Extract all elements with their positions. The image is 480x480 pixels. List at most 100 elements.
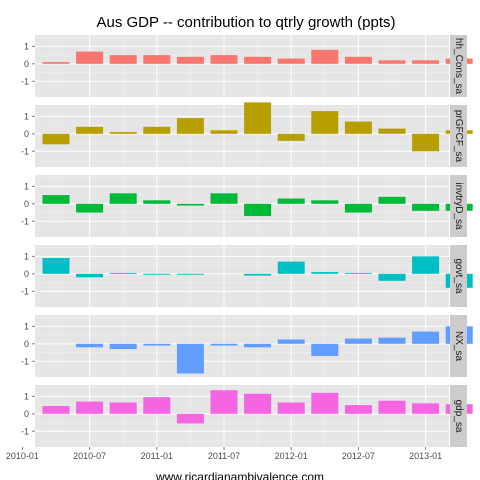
panel-background — [35, 105, 449, 167]
facet-panels: 1 0 -1 hh_Cons_sa 1 0 -1 prGFCF_sa 1 0 -1 invtryD_s… — [21, 35, 473, 447]
bar — [311, 343, 339, 357]
bar — [378, 196, 406, 204]
x-tick-label: 2011-01 — [141, 451, 173, 461]
facet-gdp_sa: 1 0 -1 gdp_sa — [21, 385, 473, 447]
bar — [277, 58, 305, 64]
bar — [244, 203, 272, 217]
facet-strip-label: prGFCF_sa — [453, 110, 464, 163]
bar — [378, 60, 406, 64]
bar — [244, 393, 272, 414]
facet-strip — [450, 175, 467, 237]
bar — [344, 121, 372, 134]
bar — [109, 132, 137, 134]
bar — [42, 258, 70, 274]
bar — [244, 102, 272, 134]
bar — [378, 273, 406, 281]
bar — [143, 343, 171, 346]
y-tick-label: -1 — [21, 146, 29, 156]
y-tick-label: 1 — [24, 111, 29, 121]
x-axis-label: www.ricardianambivalence.com — [155, 470, 324, 480]
y-tick-label: 0 — [24, 59, 29, 69]
panel-background — [35, 35, 449, 97]
bar — [109, 402, 137, 414]
x-tick-label: 2010-01 — [6, 451, 39, 461]
bar — [344, 203, 372, 213]
bar — [42, 195, 70, 204]
bar — [176, 343, 204, 374]
bar — [244, 273, 272, 276]
bar — [344, 405, 372, 414]
bar — [42, 405, 70, 414]
bar — [76, 126, 104, 134]
facet-strip-label: gdp_sa — [453, 400, 464, 433]
y-tick-label: 0 — [24, 129, 29, 139]
x-axis: 2010-01 2010-07 2011-01 2011-07 2012-01 2012-… — [6, 447, 442, 461]
bar — [244, 56, 272, 64]
facet-strip — [450, 315, 467, 377]
bar — [210, 343, 238, 346]
bar — [76, 343, 104, 348]
facet-govt_sa: 1 0 -1 govt_sa — [21, 245, 473, 307]
facet-strip — [450, 245, 467, 307]
bar — [76, 203, 104, 213]
bar — [109, 55, 137, 64]
y-tick-label: 1 — [24, 41, 29, 51]
bar — [210, 390, 238, 414]
bar — [210, 55, 238, 64]
bar — [176, 203, 204, 206]
x-tick-label: 2011-07 — [208, 451, 240, 461]
bar — [244, 343, 272, 348]
bar — [277, 402, 305, 414]
panel-background — [35, 175, 449, 237]
facet-strip-label: NX_sa — [453, 331, 464, 361]
x-tick-label: 2012-01 — [275, 451, 308, 461]
y-tick-label: -1 — [21, 286, 29, 296]
bar — [412, 331, 440, 344]
facet-strip-label: govt_sa — [453, 258, 464, 293]
bar — [277, 261, 305, 274]
facet-strip — [450, 105, 467, 167]
bar — [378, 337, 406, 344]
facet-prGFCF_sa: 1 0 -1 prGFCF_sa — [21, 102, 473, 167]
bar — [143, 126, 171, 134]
facet-strip-label: invtryD_sa — [453, 182, 464, 230]
y-tick-label: 0 — [24, 339, 29, 349]
y-tick-label: -1 — [21, 76, 29, 86]
bar — [143, 397, 171, 414]
bar — [109, 193, 137, 204]
bar — [412, 203, 440, 211]
y-tick-label: 1 — [24, 321, 29, 331]
bar — [76, 51, 104, 64]
facet-strip — [450, 35, 467, 97]
bar — [109, 272, 137, 274]
bar — [277, 198, 305, 204]
bar — [311, 111, 339, 134]
bar — [344, 272, 372, 274]
bar — [210, 130, 238, 134]
bar — [109, 343, 137, 350]
bar — [311, 200, 339, 204]
y-tick-label: 0 — [24, 269, 29, 279]
bar — [378, 128, 406, 134]
bar — [311, 392, 339, 414]
bar — [76, 273, 104, 278]
y-tick-label: -1 — [21, 216, 29, 226]
bar — [344, 56, 372, 64]
facet-hh_Cons_sa: 1 0 -1 hh_Cons_sa — [21, 35, 473, 97]
x-tick-label: 2012-07 — [342, 451, 375, 461]
bar — [176, 413, 204, 424]
bar — [277, 133, 305, 141]
bar — [176, 56, 204, 64]
panel-background — [35, 385, 449, 447]
bar — [143, 55, 171, 64]
bar — [176, 273, 204, 275]
y-tick-label: -1 — [21, 356, 29, 366]
bar — [311, 49, 339, 64]
bar — [143, 273, 171, 275]
y-tick-label: 0 — [24, 199, 29, 209]
bar — [143, 200, 171, 204]
bar — [412, 133, 440, 152]
x-tick-label: 2013-01 — [409, 451, 442, 461]
y-tick-label: 1 — [24, 391, 29, 401]
